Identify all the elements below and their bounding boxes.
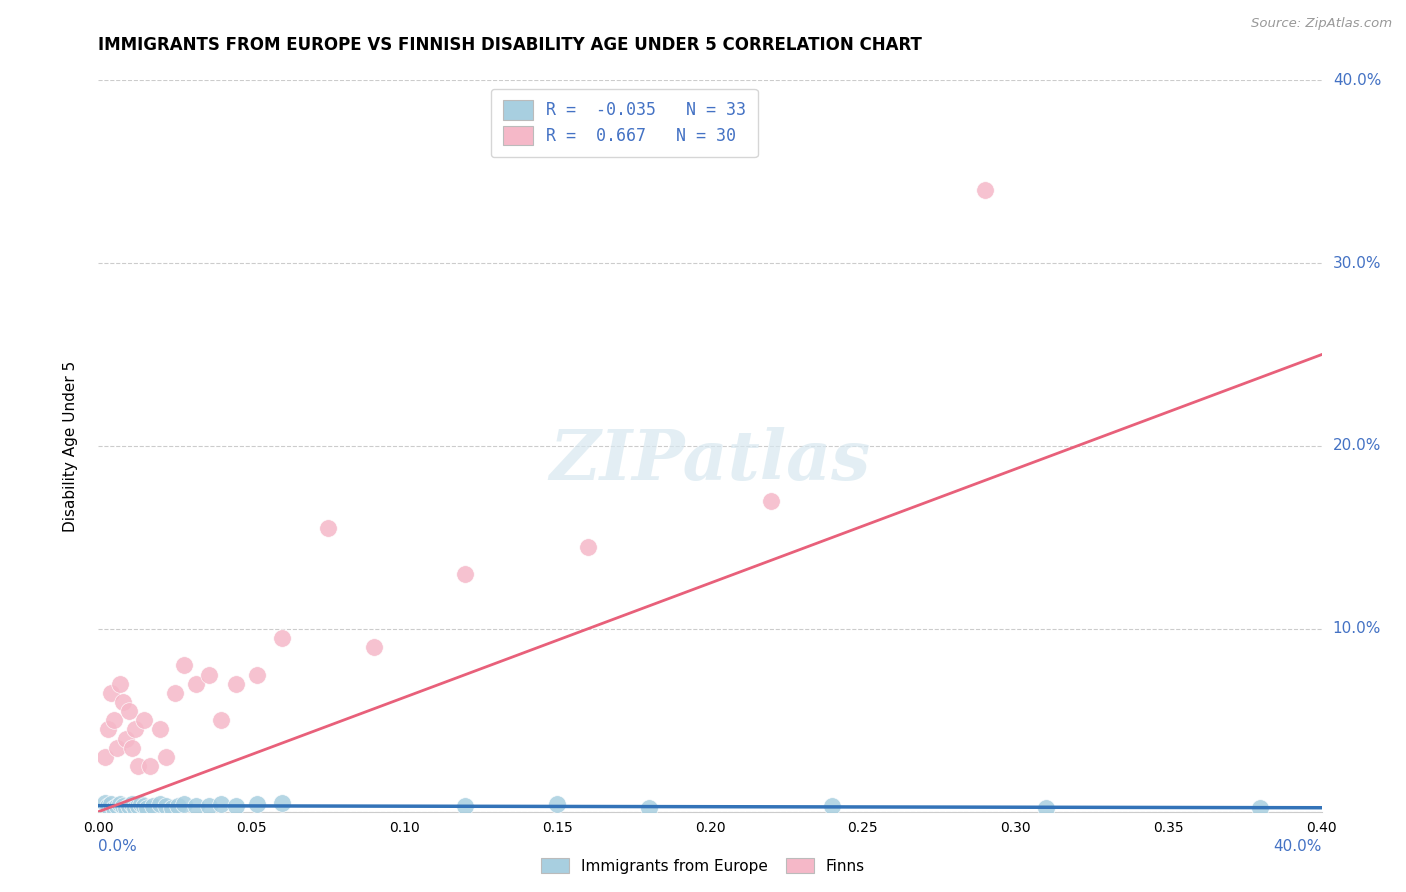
Point (129, 797, 152, 812)
Point (576, 540, 599, 554)
Point (974, 183, 997, 197)
Text: 20.0%: 20.0% (1333, 439, 1381, 453)
Point (105, 799, 128, 814)
Legend: R =  -0.035   N = 33, R =  0.667   N = 30: R = -0.035 N = 33, R = 0.667 N = 30 (491, 88, 758, 157)
Point (270, 796, 292, 810)
Point (1249, 801, 1271, 815)
Point (759, 493, 782, 508)
Point (270, 631, 292, 645)
Point (115, 731, 138, 746)
Point (197, 799, 219, 814)
Point (173, 658, 195, 673)
Point (100, 686, 122, 700)
Point (127, 799, 149, 814)
Point (93, 796, 115, 810)
Point (316, 521, 339, 535)
Point (454, 567, 477, 582)
Point (637, 801, 661, 815)
Point (155, 799, 177, 814)
Point (186, 676, 208, 690)
Point (121, 740, 143, 755)
Point (134, 714, 156, 728)
Point (108, 797, 131, 812)
Point (127, 759, 149, 773)
Point (103, 801, 125, 815)
Text: 30.0%: 30.0% (1333, 256, 1381, 270)
Text: 10.0%: 10.0% (1333, 622, 1381, 636)
Point (111, 695, 134, 709)
Point (108, 676, 131, 690)
Point (363, 640, 385, 655)
Point (118, 799, 141, 814)
Point (167, 799, 190, 814)
Point (97, 799, 120, 814)
Point (134, 799, 156, 814)
Point (97, 723, 120, 737)
Point (173, 797, 195, 812)
Y-axis label: Disability Age Under 5: Disability Age Under 5 (63, 360, 77, 532)
Point (209, 797, 232, 812)
Point (1035, 801, 1057, 815)
Point (111, 799, 134, 814)
Point (124, 723, 146, 737)
Point (93, 749, 115, 764)
Point (118, 704, 141, 718)
Point (124, 801, 146, 815)
Point (821, 799, 844, 814)
Text: Source: ZipAtlas.com: Source: ZipAtlas.com (1251, 17, 1392, 29)
Point (197, 667, 219, 681)
Legend: Immigrants from Europe, Finns: Immigrants from Europe, Finns (536, 852, 870, 880)
Point (160, 801, 183, 815)
Point (246, 797, 269, 812)
Text: 0.0%: 0.0% (98, 838, 138, 854)
Point (115, 801, 138, 815)
Point (546, 797, 568, 812)
Text: 40.0%: 40.0% (1333, 73, 1381, 87)
Point (209, 714, 232, 728)
Point (103, 714, 125, 728)
Point (100, 797, 122, 812)
Point (105, 740, 128, 755)
Point (121, 797, 143, 812)
Point (136, 801, 159, 815)
Point (454, 799, 477, 814)
Point (149, 797, 172, 812)
Point (142, 799, 165, 814)
Point (163, 686, 186, 700)
Text: IMMIGRANTS FROM EUROPE VS FINNISH DISABILITY AGE UNDER 5 CORRELATION CHART: IMMIGRANTS FROM EUROPE VS FINNISH DISABI… (98, 36, 922, 54)
Point (155, 749, 177, 764)
Point (225, 799, 247, 814)
Point (139, 759, 162, 773)
Text: 40.0%: 40.0% (1274, 838, 1322, 854)
Text: ZIPatlas: ZIPatlas (550, 427, 870, 494)
Point (149, 723, 172, 737)
Point (225, 676, 247, 690)
Point (186, 799, 208, 814)
Point (246, 667, 269, 681)
